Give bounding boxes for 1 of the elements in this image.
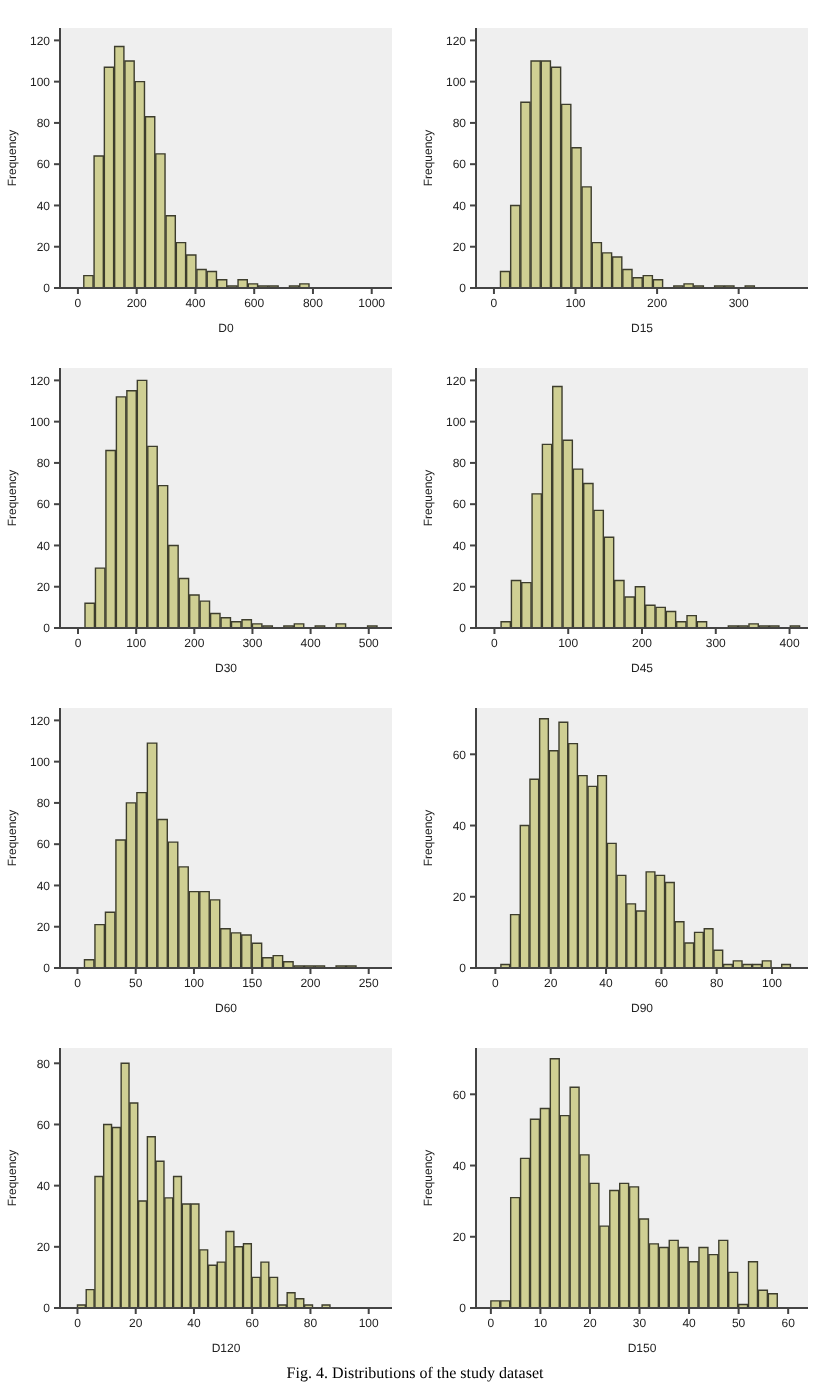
caption: Fig. 4. Distributions of the study dataset [284, 1364, 546, 1382]
